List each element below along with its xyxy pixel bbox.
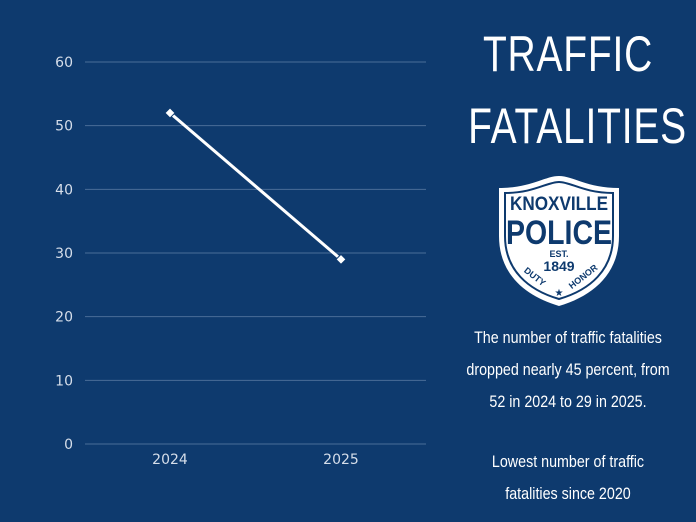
y-tick-label: 30 (55, 246, 73, 262)
series-line (169, 111, 342, 261)
summary-caption-line: The number of traffic fatalities (474, 328, 662, 347)
series-group (164, 107, 347, 266)
lowest-since-note: Lowest number of traffic fatalities sinc… (460, 446, 675, 510)
data-point-marker (164, 107, 176, 119)
data-point-marker (335, 253, 347, 266)
badge-text-police: POLICE (506, 214, 612, 252)
y-tick-label: 50 (55, 119, 73, 135)
title-line-1: TRAFFIC (482, 26, 654, 82)
badge-inner-border (504, 180, 614, 301)
lowest-since-note-line: fatalities since 2020 (505, 484, 631, 503)
summary-caption: The number of traffic fatalities dropped… (460, 322, 675, 418)
y-tick-label: 20 (55, 310, 73, 326)
y-tick-label: 10 (55, 373, 73, 389)
badge-star-icon: ★ (555, 288, 564, 299)
summary-caption-line: 52 in 2024 to 29 in 2025. (489, 392, 647, 411)
y-tick-label: 60 (55, 55, 73, 71)
gridlines (85, 61, 426, 445)
x-axis-tick-labels: 2024 2025 (152, 452, 359, 468)
badge-text-est: EST. (549, 249, 568, 259)
title-line-2: FATALITIES (468, 98, 687, 154)
badge-text-year: 1849 (543, 258, 574, 274)
x-tick-label: 2024 (152, 452, 188, 468)
summary-caption-line: dropped nearly 45 percent, from (466, 360, 670, 379)
badge-text-knoxville: KNOXVILLE (510, 194, 608, 215)
y-axis-tick-labels: 0 10 20 30 40 50 60 (55, 55, 73, 453)
y-tick-label: 0 (64, 437, 73, 453)
line-chart: 0 10 20 30 40 50 60 2024 2025 (55, 55, 426, 468)
x-tick-label: 2025 (323, 452, 359, 468)
knoxville-police-badge-logo: KNOXVILLE POLICE EST. 1849 DUTY ★ HONOR (499, 176, 619, 306)
y-tick-label: 40 (55, 182, 73, 198)
lowest-since-note-line: Lowest number of traffic (491, 452, 645, 471)
badge-shield-shape (499, 176, 619, 306)
